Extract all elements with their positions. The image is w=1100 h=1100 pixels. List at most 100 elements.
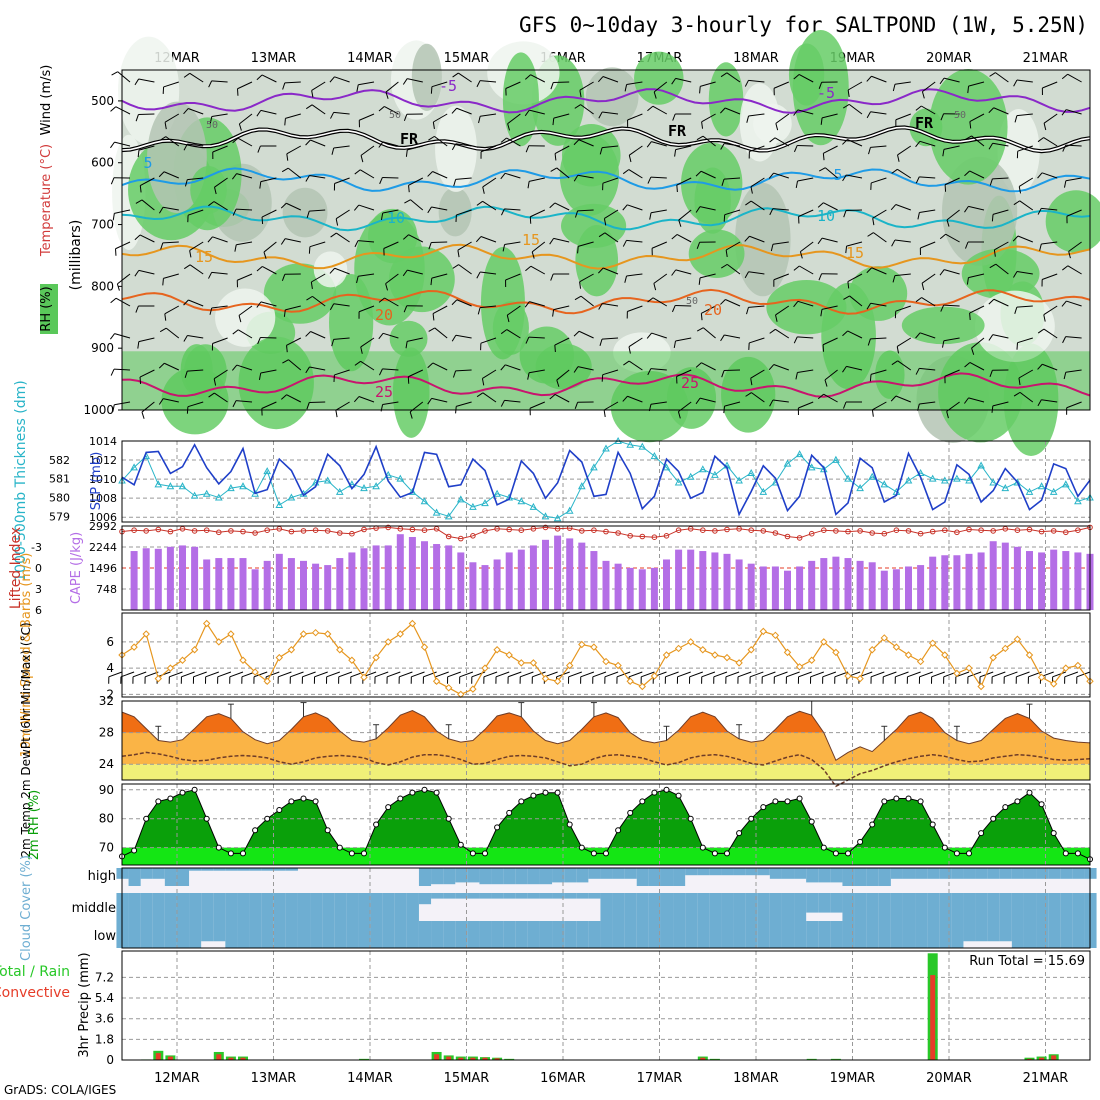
cape-bar [856, 560, 864, 610]
cloud-cell [576, 893, 589, 899]
li-point [833, 528, 839, 534]
thickness-point [469, 502, 477, 510]
wind-barb-feather [385, 91, 389, 99]
wind-barb [971, 337, 985, 349]
wind-barb-feather [330, 112, 335, 119]
cloud-cell [600, 921, 613, 948]
axis-label-li: Lifted Index [8, 527, 24, 609]
rh-region [708, 62, 744, 137]
wind-barb-feather [598, 267, 604, 274]
wind-barb-feather [476, 80, 481, 88]
thickness-point [1037, 482, 1046, 490]
thickness-point [674, 478, 683, 486]
cloud-cell [285, 921, 298, 948]
cape-bar [1001, 542, 1009, 610]
cloud-cell [612, 893, 625, 921]
wind-barb-feather [597, 76, 604, 83]
cloud-cell [213, 868, 226, 871]
cloud-cell [915, 893, 928, 921]
wind-barb [580, 104, 594, 115]
wind-barb-feather [647, 368, 652, 376]
wind-barb [773, 81, 789, 89]
wind-barb [408, 234, 424, 243]
wind-barb [675, 269, 692, 275]
cloud-cell [624, 868, 637, 879]
cloud-cell [939, 893, 952, 921]
cloud-cell [975, 893, 988, 921]
y-tick-label: 1.8 [95, 1032, 114, 1046]
cloud-cell [370, 893, 383, 921]
wind-barb [1043, 305, 1058, 316]
wind-barb [577, 366, 594, 371]
cloud-cell [346, 921, 359, 948]
wind-barb-feather [354, 240, 359, 248]
li-point [796, 535, 803, 541]
rh-point [276, 807, 283, 814]
wind-barb-feather [141, 411, 145, 419]
cloud-cell [576, 868, 589, 883]
cloud-cell [539, 893, 553, 899]
wind-barb [335, 401, 350, 411]
li-point [155, 526, 162, 533]
wind-speed-point [807, 656, 816, 664]
wind-barb [458, 72, 472, 83]
wind-barb-feather [354, 169, 361, 175]
wind-barb [553, 305, 570, 311]
cloud-cell [963, 893, 976, 921]
panel-frame [121, 69, 1091, 411]
wind-barb [919, 367, 936, 371]
cloud-cell [237, 893, 250, 921]
wind-barb-feather [116, 283, 120, 291]
cloud-cell [927, 921, 940, 948]
cloud-cell [781, 893, 795, 921]
y-tick-label: 1010 [89, 473, 117, 486]
dewpoint-line [121, 751, 1091, 788]
wind-barb [1018, 177, 1034, 187]
wind-barb-feather [556, 379, 560, 387]
wind-barb-feather [506, 315, 510, 323]
li-point [167, 528, 174, 535]
cloud-level-label: high [88, 869, 116, 884]
cloud-cell [745, 868, 758, 876]
wind-barb [434, 135, 448, 147]
wind-barb [870, 302, 887, 307]
wind-barb [553, 81, 570, 84]
wind-barb-feather [915, 332, 921, 339]
wind-barb [799, 265, 814, 275]
wind-barb [797, 177, 814, 182]
wind-barb [358, 81, 375, 86]
wind-barb [350, 671, 365, 678]
rh-point [627, 809, 634, 816]
rh-point [482, 850, 488, 857]
wind-speed-point [384, 638, 392, 646]
wind-barb-feather [111, 71, 118, 76]
thickness-point [965, 476, 973, 484]
rh-point [385, 804, 392, 811]
cape-bar [517, 549, 525, 610]
wind-barb [431, 241, 448, 244]
wind-barb [217, 671, 232, 678]
cloud-cell [975, 868, 988, 879]
wind-barb [895, 671, 909, 678]
wind-barb [309, 366, 326, 371]
wind-barb [919, 140, 936, 147]
wind-speed-point [251, 668, 259, 676]
date-label: 15MAR [444, 51, 490, 66]
wind-barb [265, 671, 280, 678]
wind-barb [423, 671, 437, 678]
wind-barb-feather [286, 345, 288, 353]
rh-point [530, 792, 537, 799]
cloud-cell [491, 868, 504, 885]
li-point [482, 528, 488, 534]
wind-barb-feather [356, 276, 359, 284]
wind-speed-point [493, 646, 501, 654]
thickness-point [565, 506, 574, 514]
cloud-level-label: middle [72, 901, 116, 916]
wind-barb-feather [671, 305, 676, 313]
cloud-cell [285, 893, 298, 921]
cape-bar [771, 566, 779, 610]
cloud-cell [539, 868, 553, 885]
wind-barb [447, 671, 461, 678]
y-tick-label: 800 [91, 279, 114, 293]
wind-barb-feather [598, 111, 603, 119]
